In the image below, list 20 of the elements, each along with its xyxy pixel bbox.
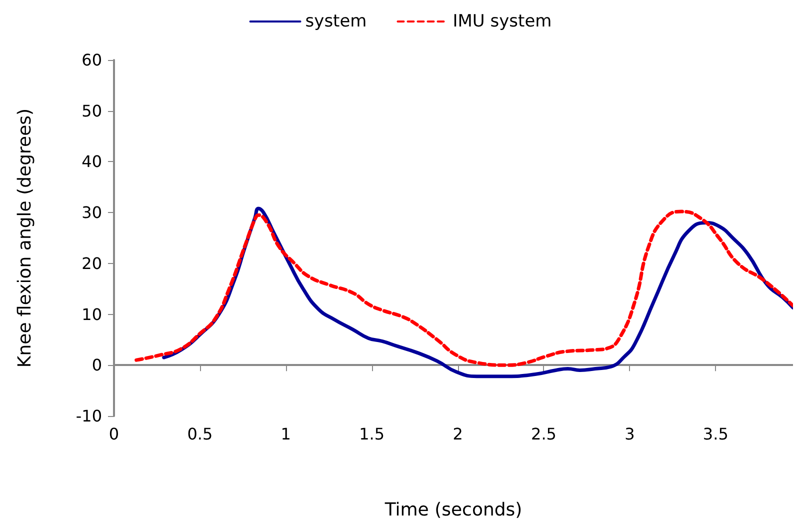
legend-label: system (305, 12, 367, 32)
y-tick-label: 40 (82, 152, 102, 172)
x-tick-label: 0 (108, 424, 120, 444)
x-tick-label: 1 (280, 424, 291, 444)
y-tick-label: 0 (92, 356, 102, 375)
y-tick-label: -10 (76, 406, 102, 426)
y-tick-label: 30 (82, 203, 102, 222)
x-tick-label: 0.5 (187, 424, 213, 444)
y-tick-label: 50 (82, 101, 102, 120)
legend-label: IMU system (452, 12, 552, 32)
y-axis-title: Knee flexion angle (degrees) (14, 108, 36, 368)
y-tick-label: 10 (82, 304, 102, 324)
x-tick-label: 1.5 (359, 424, 385, 444)
x-tick-label: 2.5 (531, 424, 556, 444)
x-tick-label: 2 (452, 424, 463, 444)
x-axis-title: Time (seconds) (384, 500, 522, 520)
x-tick-label: 3 (624, 424, 635, 444)
y-tick-label: 60 (82, 50, 102, 70)
y-tick-label: 20 (82, 254, 102, 273)
x-tick-label: 3.5 (702, 424, 728, 444)
